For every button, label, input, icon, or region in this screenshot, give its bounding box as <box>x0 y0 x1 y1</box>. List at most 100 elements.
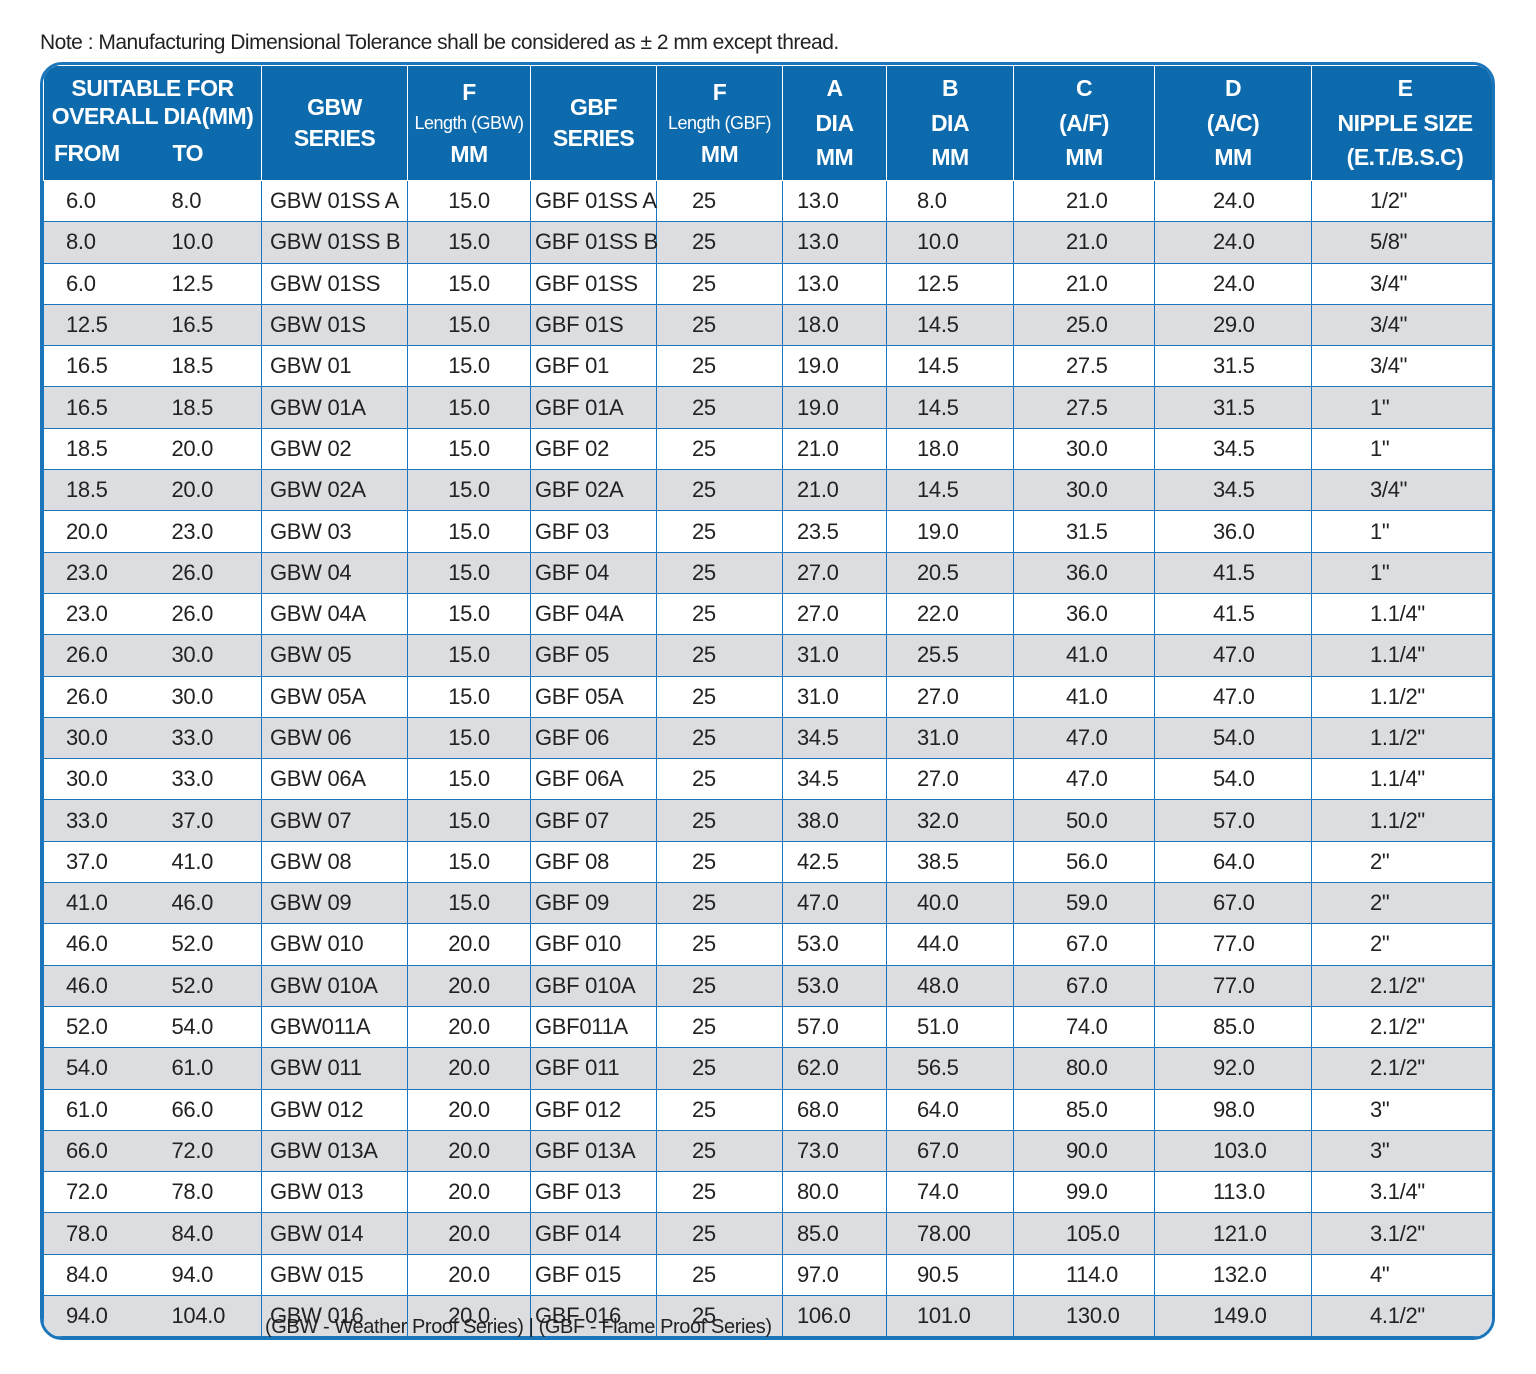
b-dia-cell: 14.5 <box>886 386 1014 429</box>
b-dia-cell: 67.0 <box>886 1130 1014 1173</box>
header-line: SERIES <box>552 125 635 151</box>
gbw-series-cell: GBW 01SS A <box>261 180 408 223</box>
header-line: MM <box>815 144 854 171</box>
a-dia-cell: 27.0 <box>782 552 887 594</box>
gbf-series-cell: GBF 08 <box>530 841 657 884</box>
c-af-cell: 56.0 <box>1013 841 1155 884</box>
to-cell: 26.0 <box>151 593 262 636</box>
gbf-series-cell: GBF 01SS A <box>530 180 657 223</box>
table-row: 72.0 78.0 GBW 013 20.0 GBF 013 25 80.0 74.0 99.0… <box>43 1171 1492 1214</box>
b-dia-cell: 27.0 <box>886 758 1014 801</box>
b-dia-cell: 31.0 <box>886 717 1014 760</box>
f-length-gbf-cell: 25 <box>656 221 783 264</box>
header-line: A <box>826 75 843 102</box>
a-dia-cell: 23.5 <box>782 510 887 553</box>
header-line: B <box>941 75 959 102</box>
gbw-series-cell: GBW 011 <box>261 1047 408 1090</box>
a-dia-cell: 68.0 <box>782 1089 887 1131</box>
header-line: C <box>1075 75 1093 102</box>
header-to: TO <box>172 140 203 167</box>
gbf-series-cell: GBF 010A <box>530 965 657 1007</box>
d-ac-cell: 24.0 <box>1154 221 1312 264</box>
header-line: NIPPLE SIZE <box>1337 109 1473 136</box>
f-length-gbw-cell: 20.0 <box>407 1006 531 1049</box>
gbw-series-cell: GBW 01A <box>261 386 408 429</box>
d-ac-cell: 67.0 <box>1154 882 1312 925</box>
to-cell: 94.0 <box>151 1254 262 1297</box>
e-nipple-size-cell: 3" <box>1311 1089 1492 1131</box>
d-ac-cell: 54.0 <box>1154 758 1312 801</box>
f-length-gbw-cell: 15.0 <box>407 799 531 842</box>
e-nipple-size-cell: 1.1/4" <box>1311 634 1492 677</box>
f-length-gbf-cell: 25 <box>656 923 783 966</box>
gbw-series-cell: GBW 06A <box>261 758 408 801</box>
from-cell: 18.5 <box>43 428 152 471</box>
c-af-cell: 41.0 <box>1013 676 1155 718</box>
to-cell: 33.0 <box>151 717 262 760</box>
e-nipple-size-cell: 2.1/2" <box>1311 1006 1492 1049</box>
gbf-series-cell: GBF 013 <box>530 1171 657 1214</box>
c-af-cell: 21.0 <box>1013 263 1155 305</box>
gbf-series-cell: GBF 01S <box>530 304 657 347</box>
gbf-series-cell: GBF 014 <box>530 1212 657 1255</box>
c-af-cell: 67.0 <box>1013 923 1155 966</box>
gbw-series-cell: GBW 02A <box>261 469 408 512</box>
gbf-series-cell: GBF 05 <box>530 634 657 677</box>
e-nipple-size-cell: 3/4" <box>1311 263 1492 305</box>
c-af-cell: 21.0 <box>1013 221 1155 264</box>
from-cell: 23.0 <box>43 593 152 636</box>
table-row: 16.5 18.5 GBW 01A 15.0 GBF 01A 25 19.0 14.5 27.5… <box>43 386 1492 429</box>
gbw-series-cell: GBW 01SS B <box>261 221 408 264</box>
b-dia-cell: 90.5 <box>886 1254 1014 1297</box>
c-af-cell: 27.5 <box>1013 386 1155 429</box>
table-row: 52.0 54.0 GBW011A 20.0 GBF011A 25 57.0 51.0 74.0… <box>43 1006 1492 1049</box>
e-nipple-size-cell: 1.1/4" <box>1311 758 1492 801</box>
b-dia-cell: 74.0 <box>886 1171 1014 1214</box>
table-frame: SUITABLE FOR OVERALL DIA(MM) FROM TO GBW S… <box>40 62 1495 1341</box>
b-dia-cell: 32.0 <box>886 799 1014 842</box>
table-row: 66.0 72.0 GBW 013A 20.0 GBF 013A 25 73.0 67.0 90… <box>43 1130 1492 1173</box>
a-dia-cell: 80.0 <box>782 1171 887 1214</box>
e-nipple-size-cell: 1" <box>1311 386 1492 429</box>
header-from: FROM <box>54 140 120 167</box>
gbf-series-cell: GBF 011 <box>530 1047 657 1090</box>
f-length-gbf-cell: 25 <box>656 510 783 553</box>
f-length-gbf-cell: 25 <box>656 1006 783 1049</box>
gbf-series-cell: GBF 016 <box>530 1295 657 1338</box>
b-dia-cell: 44.0 <box>886 923 1014 966</box>
b-dia-cell: 10.0 <box>886 221 1014 264</box>
gbf-series-cell: GBF 01SS <box>530 263 657 305</box>
header-line: (E.T./B.S.C) <box>1346 144 1464 171</box>
f-length-gbw-cell: 20.0 <box>407 1254 531 1297</box>
f-length-gbw-cell: 15.0 <box>407 717 531 760</box>
a-dia-cell: 73.0 <box>782 1130 887 1173</box>
table-row: 61.0 66.0 GBW 012 20.0 GBF 012 25 68.0 64.0 85.0… <box>43 1089 1492 1131</box>
gbw-series-cell: GBW 08 <box>261 841 408 884</box>
column-header: C (A/F) MM <box>1013 65 1155 181</box>
gbw-series-cell: GBW 02 <box>261 428 408 471</box>
f-length-gbw-cell: 15.0 <box>407 882 531 925</box>
e-nipple-size-cell: 1" <box>1311 552 1492 594</box>
f-length-gbf-cell: 25 <box>656 180 783 223</box>
f-length-gbw-cell: 20.0 <box>407 965 531 1007</box>
d-ac-cell: 77.0 <box>1154 923 1312 966</box>
gbf-series-cell: GBF 01SS B <box>530 221 658 264</box>
table-row: 16.5 18.5 GBW 01 15.0 GBF 01 25 19.0 14.5 27.5 31… <box>43 345 1492 388</box>
e-nipple-size-cell: 1.1/2" <box>1311 676 1492 718</box>
a-dia-cell: 53.0 <box>782 965 887 1007</box>
a-dia-cell: 106.0 <box>782 1295 887 1338</box>
from-cell: 54.0 <box>43 1047 152 1090</box>
c-af-cell: 130.0 <box>1013 1295 1155 1338</box>
b-dia-cell: 51.0 <box>886 1006 1014 1049</box>
from-cell: 72.0 <box>43 1171 152 1214</box>
from-cell: 84.0 <box>43 1254 152 1297</box>
to-cell: 84.0 <box>151 1212 262 1255</box>
gbw-series-cell: GBW 01S <box>261 304 408 347</box>
gbw-series-cell: GBW 010 <box>261 923 408 966</box>
d-ac-cell: 31.5 <box>1154 345 1312 388</box>
c-af-cell: 41.0 <box>1013 634 1155 677</box>
column-header: A DIA MM <box>782 65 887 181</box>
f-length-gbw-cell: 20.0 <box>407 923 531 966</box>
e-nipple-size-cell: 4.1/2" <box>1311 1295 1492 1338</box>
gbw-series-cell: GBW 01SS <box>261 263 408 305</box>
